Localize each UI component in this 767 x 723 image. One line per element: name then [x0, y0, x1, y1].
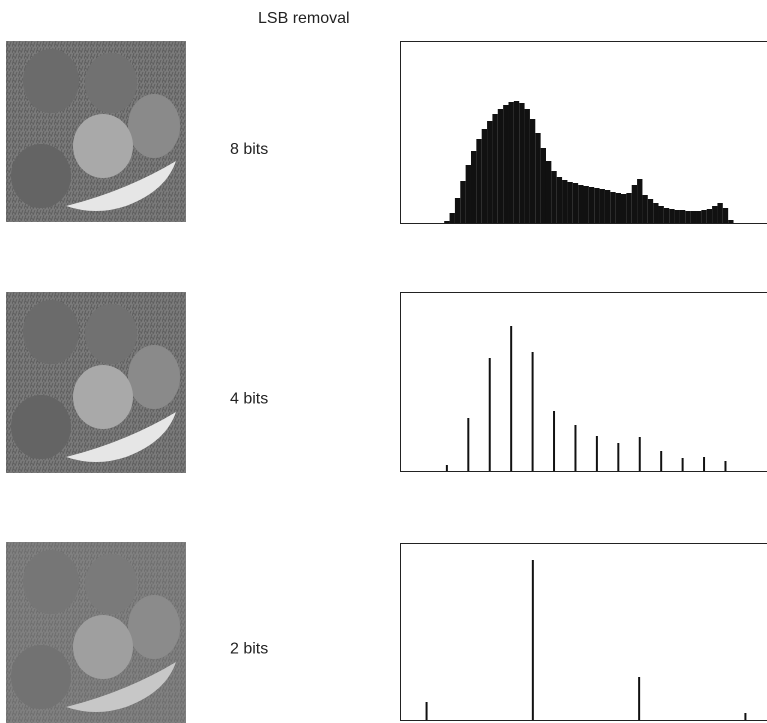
bar: [578, 185, 584, 223]
bar: [728, 220, 734, 223]
image: [6, 542, 186, 723]
bar: [669, 209, 675, 223]
bar: [583, 186, 589, 223]
image: [6, 292, 186, 473]
bar: [663, 208, 670, 223]
plot-frame: [400, 41, 767, 224]
bar: [599, 189, 605, 223]
bar: [685, 211, 691, 223]
bar: [696, 211, 702, 223]
bar: [572, 183, 579, 223]
bar: [503, 105, 509, 223]
plot-frame: [400, 543, 767, 721]
bar: [519, 103, 525, 223]
bar: [626, 193, 632, 223]
bar: [449, 213, 455, 223]
bar: [637, 179, 643, 223]
bar: [631, 185, 638, 223]
bar: [497, 109, 504, 223]
bar: [529, 119, 536, 223]
bar: [513, 101, 520, 223]
bar: [540, 148, 546, 223]
bar: [679, 210, 686, 223]
bar: [460, 181, 466, 223]
bar: [701, 210, 707, 223]
bar: [594, 188, 600, 223]
bar: [690, 211, 697, 223]
bar: [454, 198, 461, 223]
bar: [545, 161, 552, 223]
row-label: 2 bits: [230, 641, 268, 658]
bar: [722, 208, 729, 223]
bar: [465, 165, 471, 223]
bar: [647, 199, 654, 223]
bar: [621, 194, 627, 223]
bar: [535, 133, 541, 223]
bar: [653, 203, 659, 223]
bar: [562, 180, 568, 223]
bar: [712, 206, 718, 223]
bar: [470, 151, 477, 223]
bar: [567, 182, 573, 223]
bar: [508, 102, 514, 223]
bar: [444, 221, 450, 223]
row-label: 8 bits: [230, 141, 268, 158]
bar: [642, 195, 648, 223]
bar: [610, 192, 616, 223]
bar: [556, 177, 563, 223]
image: [6, 41, 186, 222]
plot-frame: [400, 292, 767, 472]
bar: [476, 139, 482, 223]
bar: [551, 171, 557, 223]
bar: [674, 210, 680, 223]
bar: [658, 206, 664, 223]
bar: [492, 114, 498, 223]
bar: [487, 121, 493, 223]
bar: [706, 209, 713, 223]
bar: [615, 193, 622, 223]
bar: [524, 109, 530, 223]
bar: [717, 203, 723, 223]
bar: [604, 190, 611, 223]
row-label: 4 bits: [230, 391, 268, 408]
bar: [481, 129, 488, 223]
bar: [588, 187, 595, 223]
figure-title: LSB removal: [258, 10, 350, 27]
